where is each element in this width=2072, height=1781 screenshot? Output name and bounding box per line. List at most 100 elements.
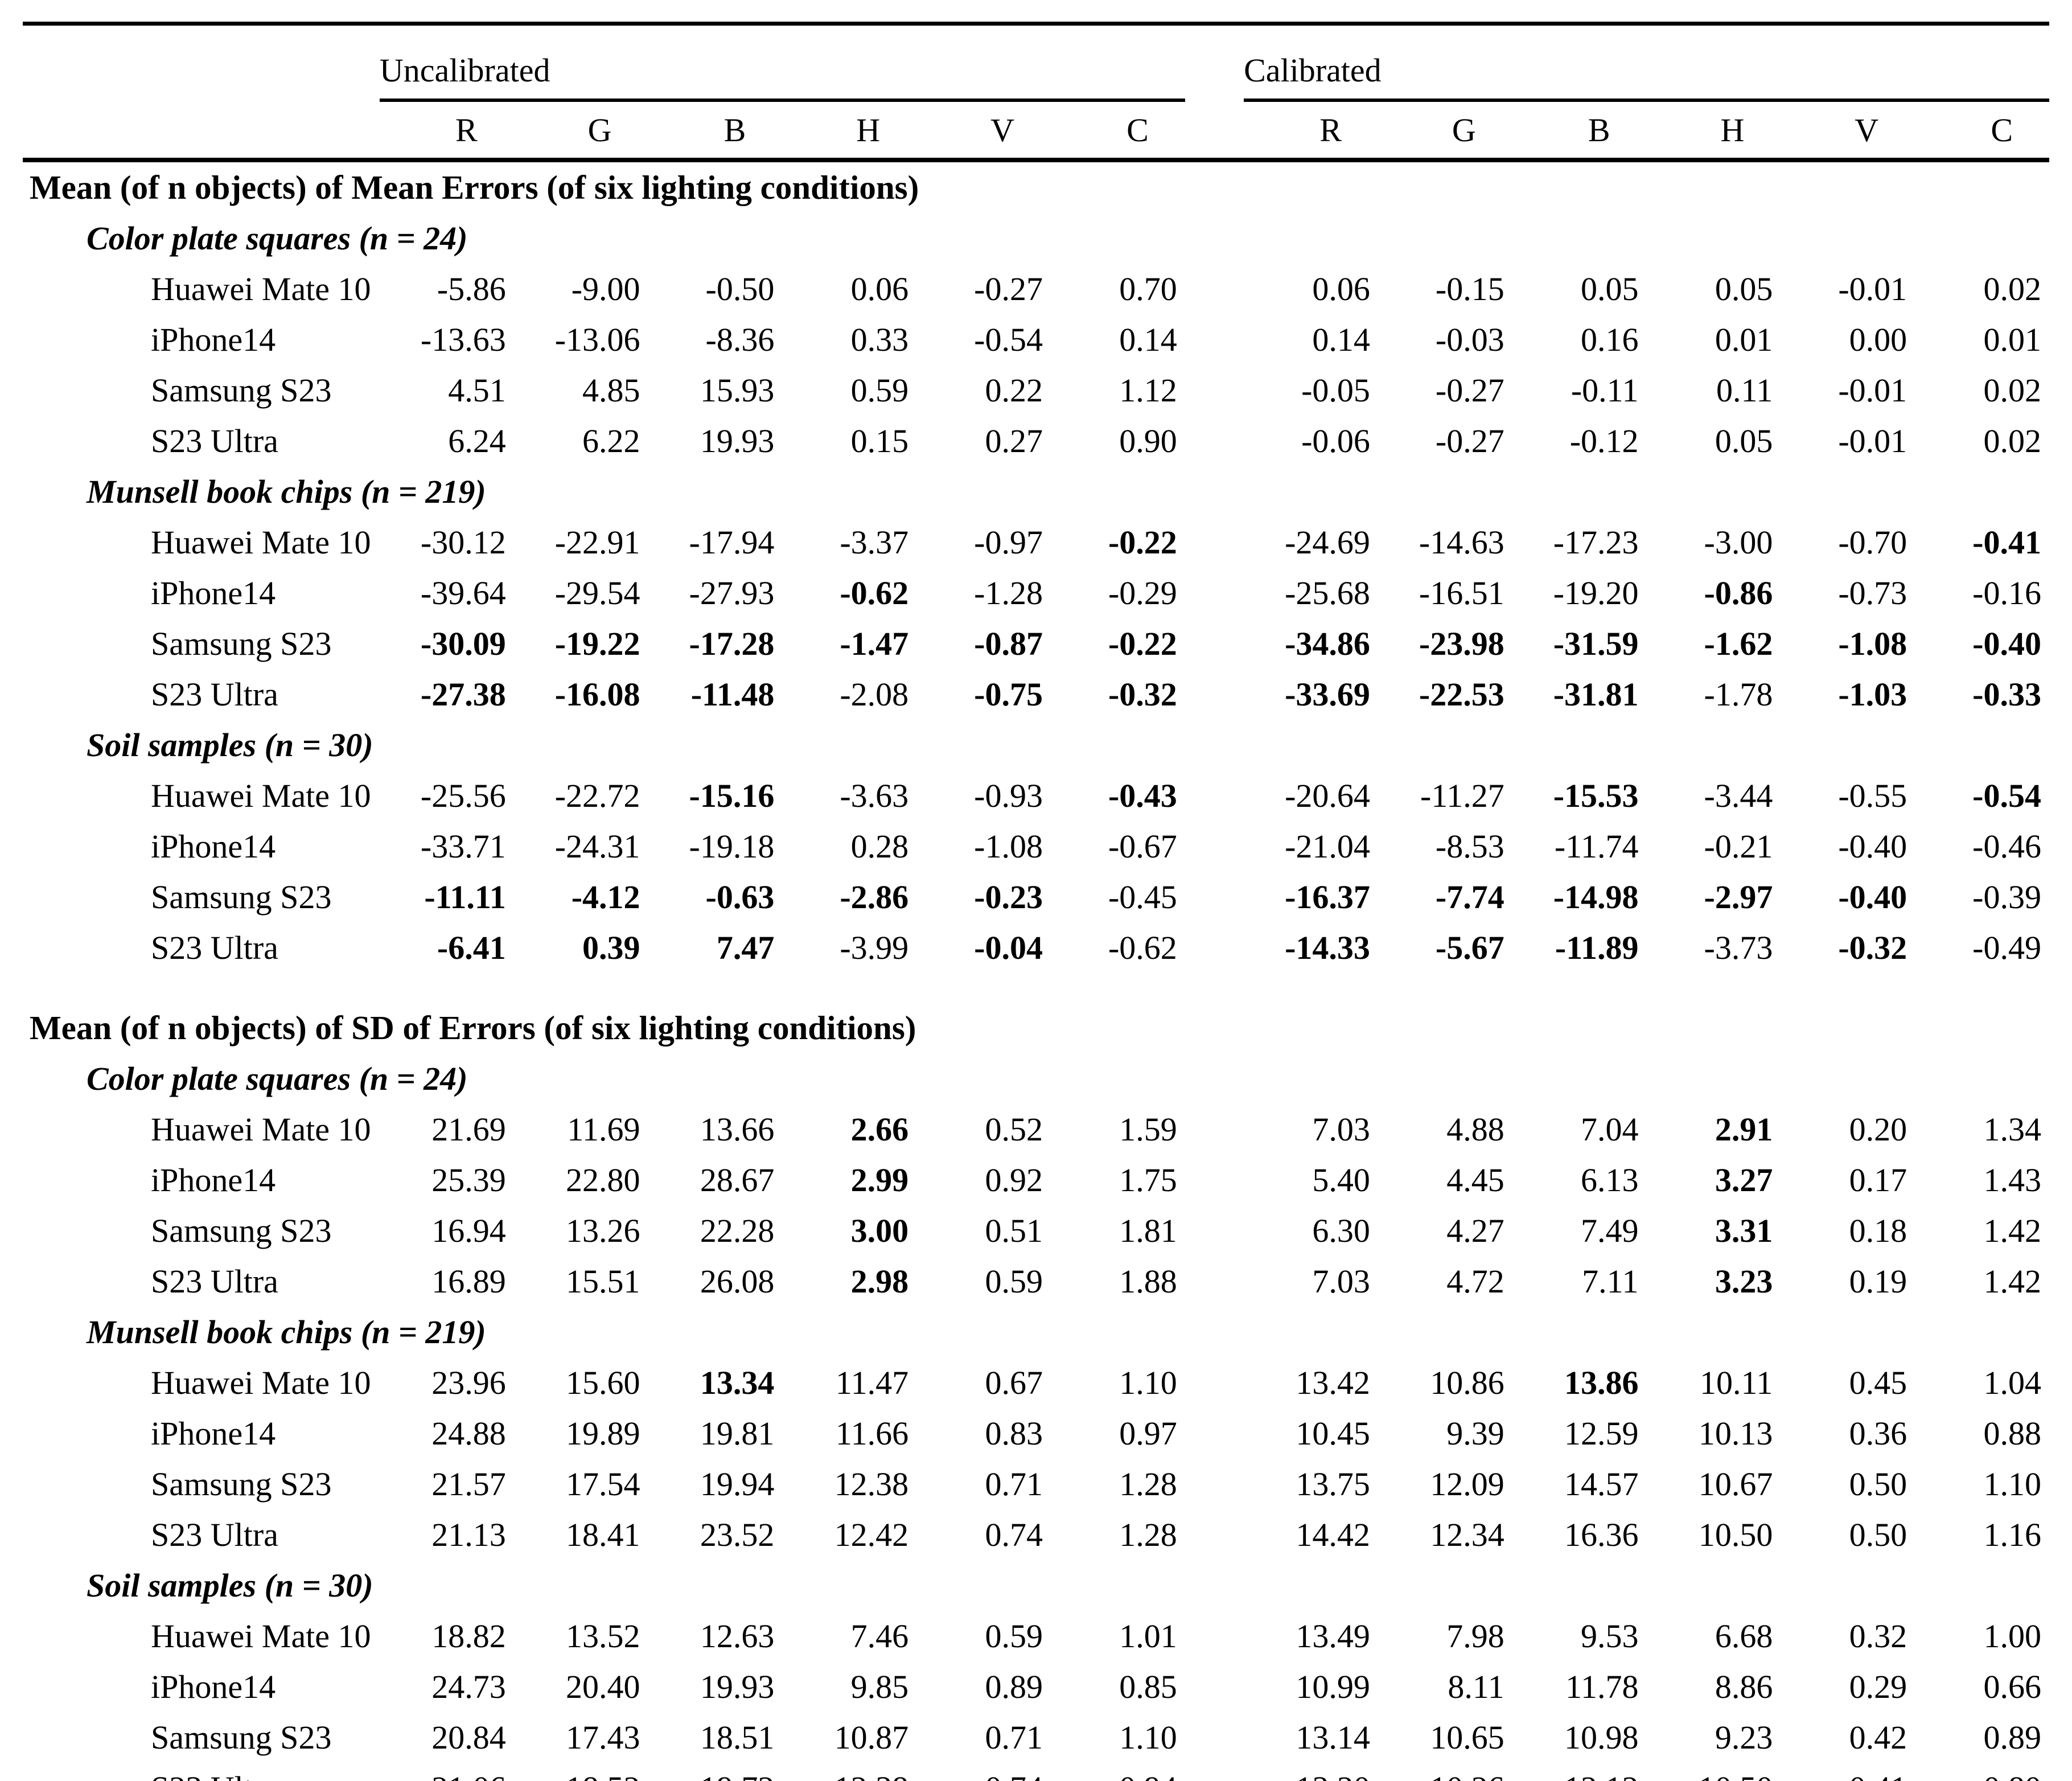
value-cell-uncalibrated: 13.66 (700, 1111, 775, 1148)
section-header-row: Mean (of n objects) of Mean Errors (of s… (23, 160, 2049, 213)
device-label: iPhone14 (151, 1668, 276, 1705)
value-cell-uncalibrated: -0.54 (974, 321, 1043, 358)
value-cell-uncalibrated: 4.85 (582, 372, 640, 409)
value-cell-uncalibrated: 15.51 (566, 1263, 640, 1300)
device-label: Huawei Mate 10 (151, 1364, 371, 1401)
column-gap (1185, 618, 1244, 669)
value-cell-uncalibrated: 0.90 (1119, 422, 1177, 459)
subsection-title: Color plate squares (n = 24) (87, 220, 468, 257)
value-cell-calibrated: 12.34 (1430, 1516, 1504, 1553)
value-cell-calibrated: -17.23 (1553, 524, 1639, 561)
value-cell-calibrated: -0.40 (1838, 828, 1907, 865)
value-cell-uncalibrated: -0.43 (1108, 777, 1177, 814)
device-label: iPhone14 (151, 1162, 276, 1199)
value-cell-calibrated: -0.33 (1972, 676, 2041, 713)
column-gap (1185, 1763, 1244, 1781)
table-row: Samsung S23 -11.11 -4.12 -0.63 -2.86 -0.23 -0.… (23, 872, 2049, 922)
value-cell-calibrated: 12.59 (1564, 1415, 1639, 1452)
device-label: S23 Ultra (151, 929, 278, 966)
value-cell-uncalibrated: 0.39 (582, 929, 640, 966)
table-row: S23 Ultra 16.89 15.51 26.08 2.98 0.59 1.88 7.03… (23, 1256, 2049, 1307)
subsection-title: Munsell book chips (n = 219) (87, 1314, 486, 1351)
column-header-b: B (648, 100, 783, 162)
value-cell-calibrated: 0.32 (1849, 1618, 1907, 1655)
device-label: Samsung S23 (151, 1212, 332, 1249)
value-cell-uncalibrated: 11.66 (835, 1415, 909, 1452)
table-body: Mean (of n objects) of Mean Errors (of s… (23, 160, 2049, 1781)
column-header-c: C (1050, 100, 1185, 162)
value-cell-calibrated: -0.39 (1972, 879, 2041, 916)
value-cell-calibrated: -0.06 (1301, 422, 1370, 459)
value-cell-calibrated: 0.66 (1983, 1668, 2042, 1705)
column-gap-cell (1185, 100, 1244, 162)
value-cell-calibrated: 4.72 (1446, 1263, 1504, 1300)
value-cell-calibrated: 13.14 (1296, 1719, 1370, 1756)
value-cell-calibrated: -0.03 (1435, 321, 1504, 358)
value-cell-uncalibrated: -11.11 (424, 879, 506, 916)
value-cell-uncalibrated: 12.63 (700, 1618, 775, 1655)
value-cell-calibrated: -0.27 (1435, 372, 1504, 409)
value-cell-calibrated: -0.46 (1972, 828, 2041, 865)
value-cell-uncalibrated: 3.00 (850, 1212, 909, 1249)
value-cell-uncalibrated: -17.28 (689, 625, 775, 662)
value-cell-calibrated: -0.01 (1838, 372, 1907, 409)
column-gap (1185, 1256, 1244, 1307)
value-cell-calibrated: -0.32 (1838, 929, 1907, 966)
results-table: Uncalibrated Calibrated R G B H V C R G … (23, 26, 2049, 1781)
value-cell-uncalibrated: -19.22 (554, 625, 640, 662)
value-cell-calibrated: 0.05 (1715, 422, 1773, 459)
value-cell-uncalibrated: 0.71 (985, 1719, 1043, 1756)
value-cell-uncalibrated: 4.51 (448, 372, 506, 409)
value-cell-uncalibrated: 0.14 (1119, 321, 1177, 358)
value-cell-uncalibrated: 0.06 (850, 270, 909, 307)
value-cell-uncalibrated: 22.80 (566, 1162, 640, 1199)
device-label: iPhone14 (151, 828, 276, 865)
value-cell-calibrated: 7.98 (1446, 1618, 1504, 1655)
subsection-header-row: Munsell book chips (n = 219) (23, 1307, 2049, 1357)
value-cell-calibrated: 1.43 (1983, 1162, 2042, 1199)
value-cell-uncalibrated: 18.52 (514, 1763, 648, 1781)
value-cell-calibrated: 10.45 (1296, 1415, 1370, 1452)
value-cell-calibrated: -16.37 (1285, 879, 1370, 916)
value-cell-calibrated: 7.11 (1582, 1263, 1639, 1300)
value-cell-calibrated: -0.11 (1571, 372, 1639, 409)
value-cell-uncalibrated: -15.16 (689, 777, 775, 814)
value-cell-uncalibrated: 20.40 (566, 1668, 640, 1705)
device-label: Samsung S23 (151, 1466, 332, 1503)
value-cell-calibrated: 0.11 (1716, 372, 1773, 409)
value-cell-calibrated: 0.01 (1983, 321, 2042, 358)
value-cell-uncalibrated: -22.91 (554, 524, 640, 561)
value-cell-uncalibrated: 19.72 (648, 1763, 783, 1781)
device-label: Samsung S23 (151, 372, 332, 409)
value-cell-calibrated: -1.78 (1704, 676, 1773, 713)
value-cell-uncalibrated: 0.28 (850, 828, 909, 865)
value-cell-calibrated: -7.74 (1435, 879, 1504, 916)
value-cell-calibrated: 8.86 (1715, 1668, 1773, 1705)
column-gap (1185, 1155, 1244, 1205)
value-cell-calibrated: 1.16 (1983, 1516, 2042, 1553)
value-cell-calibrated: 0.88 (1983, 1415, 2042, 1452)
value-cell-uncalibrated: -8.36 (705, 321, 775, 358)
value-cell-calibrated: -25.68 (1285, 574, 1370, 612)
subsection-header-row: Munsell book chips (n = 219) (23, 466, 2049, 517)
table-row: Huawei Mate 10 -5.86 -9.00 -0.50 0.06 -0.27 0.… (23, 264, 2049, 314)
value-cell-uncalibrated: 0.59 (850, 372, 909, 409)
value-cell-calibrated: -0.40 (1838, 879, 1907, 916)
value-cell-calibrated: -0.49 (1972, 929, 2041, 966)
value-cell-uncalibrated: 12.38 (782, 1763, 916, 1781)
column-letter-row: R G B H V C R G B H V C (23, 100, 2049, 162)
value-cell-calibrated: 0.36 (1849, 1415, 1907, 1452)
table-row: Samsung S23 16.94 13.26 22.28 3.00 0.51 1.81 6.… (23, 1205, 2049, 1256)
column-header-g-cal: G (1378, 100, 1512, 162)
table-row: Samsung S23 21.57 17.54 19.94 12.38 0.71 1.28 1… (23, 1459, 2049, 1509)
value-cell-uncalibrated: 19.93 (700, 422, 775, 459)
value-cell-calibrated: 6.13 (1581, 1162, 1639, 1199)
value-cell-uncalibrated: 18.82 (431, 1618, 506, 1655)
value-cell-calibrated: -23.98 (1419, 625, 1504, 662)
value-cell-uncalibrated: -6.41 (437, 929, 506, 966)
value-cell-calibrated: -14.98 (1553, 879, 1639, 916)
value-cell-calibrated: 6.30 (1312, 1212, 1370, 1249)
value-cell-calibrated: 1.10 (1983, 1466, 2042, 1503)
table-row: Samsung S23 4.51 4.85 15.93 0.59 0.22 1.12 -0.0… (23, 365, 2049, 416)
value-cell-calibrated: -0.01 (1838, 422, 1907, 459)
